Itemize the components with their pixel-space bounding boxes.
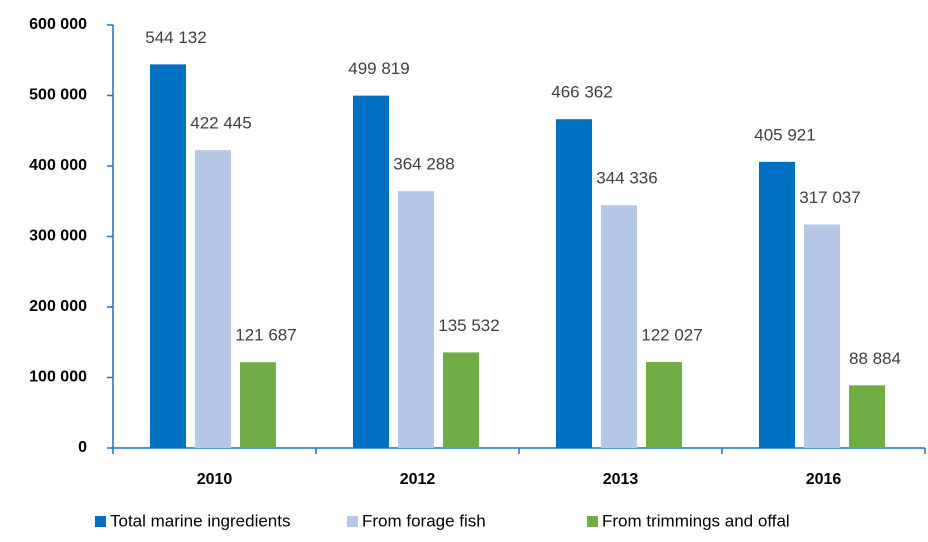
legend-swatch bbox=[95, 516, 106, 527]
x-tick-label: 2012 bbox=[400, 471, 436, 488]
y-tick-label: 600 000 bbox=[29, 16, 87, 33]
value-label: 364 288 bbox=[393, 155, 454, 174]
value-label: 88 884 bbox=[849, 349, 901, 368]
bar bbox=[804, 224, 840, 448]
bar bbox=[240, 362, 276, 448]
legend-swatch bbox=[347, 516, 358, 527]
x-tick-label: 2013 bbox=[603, 471, 639, 488]
x-tick-label: 2016 bbox=[806, 471, 842, 488]
y-tick-label: 100 000 bbox=[29, 369, 87, 386]
bar bbox=[353, 95, 389, 449]
value-label: 344 336 bbox=[596, 169, 657, 188]
y-tick-label: 0 bbox=[78, 439, 87, 456]
y-tick-label: 200 000 bbox=[29, 298, 87, 315]
value-label: 135 532 bbox=[438, 316, 499, 335]
value-label: 422 445 bbox=[190, 114, 251, 133]
value-label: 317 037 bbox=[799, 188, 860, 207]
bar bbox=[150, 64, 186, 449]
bar bbox=[556, 119, 592, 449]
bar bbox=[601, 205, 637, 448]
value-label: 499 819 bbox=[348, 59, 409, 78]
value-label: 544 132 bbox=[145, 28, 206, 47]
value-label: 466 362 bbox=[551, 83, 612, 102]
bar bbox=[398, 191, 434, 449]
bar bbox=[759, 161, 795, 449]
value-label: 122 027 bbox=[641, 325, 702, 344]
bar bbox=[195, 150, 231, 448]
y-tick-label: 500 000 bbox=[29, 87, 87, 104]
legend-swatch bbox=[587, 516, 598, 527]
value-label: 121 687 bbox=[235, 326, 296, 345]
legend-label: From trimmings and offal bbox=[602, 511, 790, 530]
bar bbox=[443, 352, 479, 448]
bar bbox=[849, 385, 885, 448]
value-label: 405 921 bbox=[754, 125, 815, 144]
y-tick-label: 400 000 bbox=[29, 157, 87, 174]
legend-label: From forage fish bbox=[362, 511, 486, 530]
x-tick-label: 2010 bbox=[197, 471, 233, 488]
y-tick-label: 300 000 bbox=[29, 228, 87, 245]
bar bbox=[646, 361, 682, 448]
legend-label: Total marine ingredients bbox=[110, 511, 290, 530]
